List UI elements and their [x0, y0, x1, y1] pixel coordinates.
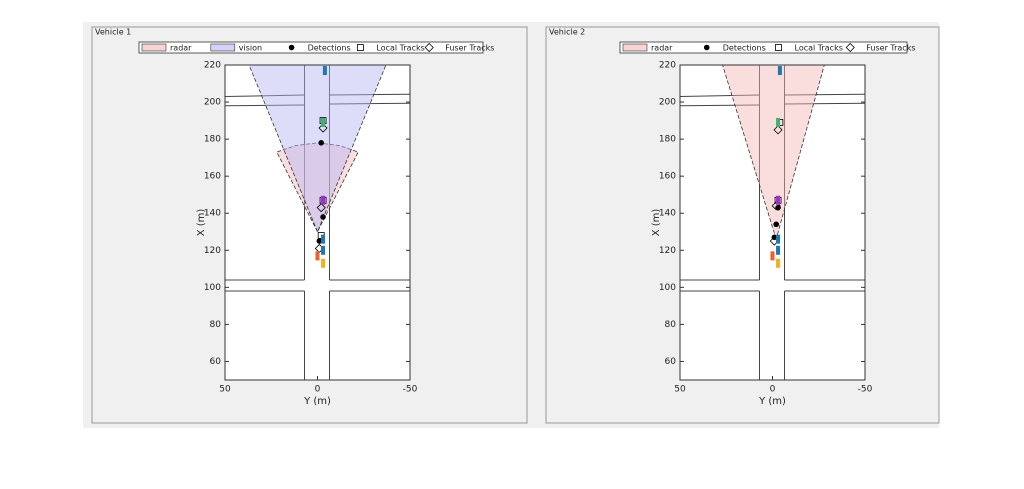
- legend-swatch: [622, 43, 648, 52]
- road-edge: [329, 102, 410, 105]
- y-tick-label: 200: [204, 98, 221, 108]
- marker: [316, 238, 323, 244]
- vehicle: [776, 117, 781, 127]
- coverage-area: [276, 142, 359, 233]
- vehicle: [322, 66, 327, 76]
- legend-label: Fuser Tracks: [445, 44, 494, 53]
- panel: [545, 26, 940, 424]
- coverage-area: [248, 65, 387, 233]
- legend-swatch: [288, 44, 295, 51]
- vehicle: [776, 195, 781, 205]
- legend-label: radar: [170, 44, 192, 53]
- road-edge: [784, 102, 865, 105]
- legend-swatch: [141, 43, 167, 52]
- x-axis-label: Y (m): [303, 396, 331, 407]
- y-tick-label: 120: [204, 246, 221, 256]
- plot-area: [680, 65, 865, 380]
- vehicle: [321, 195, 326, 205]
- road-edge: [680, 104, 760, 107]
- legend-label: vision: [239, 44, 262, 53]
- y-tick-label: 80: [210, 320, 222, 330]
- legend-label: Detections: [723, 44, 766, 53]
- y-tick-label: 120: [659, 246, 676, 256]
- legend-swatch: [775, 44, 782, 51]
- x-tick-label: 50: [674, 385, 686, 395]
- axes-background: [225, 65, 410, 380]
- vehicle: [770, 251, 775, 261]
- marker: [773, 221, 779, 228]
- y-tick-label: 100: [204, 283, 221, 293]
- legend-swatch: [703, 44, 710, 51]
- vehicle: [776, 245, 781, 255]
- vehicle: [315, 251, 320, 261]
- marker: [318, 123, 328, 133]
- legend-swatch: [356, 44, 364, 51]
- road-edge: [225, 94, 305, 98]
- legend-label: Local Tracks: [376, 44, 424, 53]
- panel: [91, 26, 528, 424]
- y-tick-label: 140: [204, 209, 221, 219]
- legend-label: Fuser Tracks: [866, 44, 915, 53]
- y-tick-label: 60: [210, 357, 222, 367]
- x-tick-label: 0: [770, 385, 776, 395]
- x-tick-label: 50: [219, 385, 231, 395]
- legend-swatch: [424, 42, 434, 53]
- y-tick-label: 200: [659, 98, 676, 108]
- road-edge: [680, 94, 760, 98]
- legend-swatch: [845, 42, 855, 53]
- y-tick-label: 60: [665, 357, 677, 367]
- x-tick-label: -50: [858, 385, 873, 395]
- legend: [138, 41, 484, 54]
- y-tick-label: 140: [659, 209, 676, 219]
- legend-label: Local Tracks: [795, 44, 843, 53]
- y-tick-label: 80: [665, 320, 677, 330]
- y-axis-label: X (m): [651, 209, 662, 237]
- vehicle: [776, 234, 781, 244]
- axes-background: [680, 65, 865, 380]
- y-tick-label: 220: [659, 61, 676, 71]
- legend: [619, 41, 908, 54]
- vehicle: [321, 245, 326, 255]
- x-axis-label: Y (m): [758, 396, 786, 407]
- vehicle: [321, 234, 326, 244]
- marker: [318, 140, 325, 146]
- marker: [316, 203, 326, 213]
- legend-swatch: [210, 43, 236, 52]
- legend-label: Detections: [308, 44, 351, 53]
- y-tick-label: 160: [659, 172, 676, 182]
- vehicle: [777, 66, 782, 76]
- road-edge: [329, 93, 410, 96]
- road-edge: [225, 104, 305, 107]
- y-tick-label: 180: [204, 135, 221, 145]
- coverage-area: [722, 65, 825, 241]
- panel-title: Vehicle 1: [95, 28, 131, 37]
- y-tick-label: 220: [204, 61, 221, 71]
- marker: [773, 125, 783, 135]
- vehicle: [321, 258, 326, 268]
- vehicle: [776, 258, 781, 268]
- y-tick-label: 180: [659, 135, 676, 145]
- y-tick-label: 160: [204, 172, 221, 182]
- x-tick-label: -50: [403, 385, 418, 395]
- y-tick-label: 100: [659, 283, 676, 293]
- legend-label: radar: [651, 44, 673, 53]
- y-axis-label: X (m): [196, 209, 207, 237]
- road-edge: [784, 93, 865, 96]
- marker: [320, 214, 326, 220]
- vehicle: [321, 117, 326, 127]
- plot-area: [225, 65, 410, 380]
- panel-title: Vehicle 2: [549, 28, 585, 37]
- x-tick-label: 0: [315, 385, 321, 395]
